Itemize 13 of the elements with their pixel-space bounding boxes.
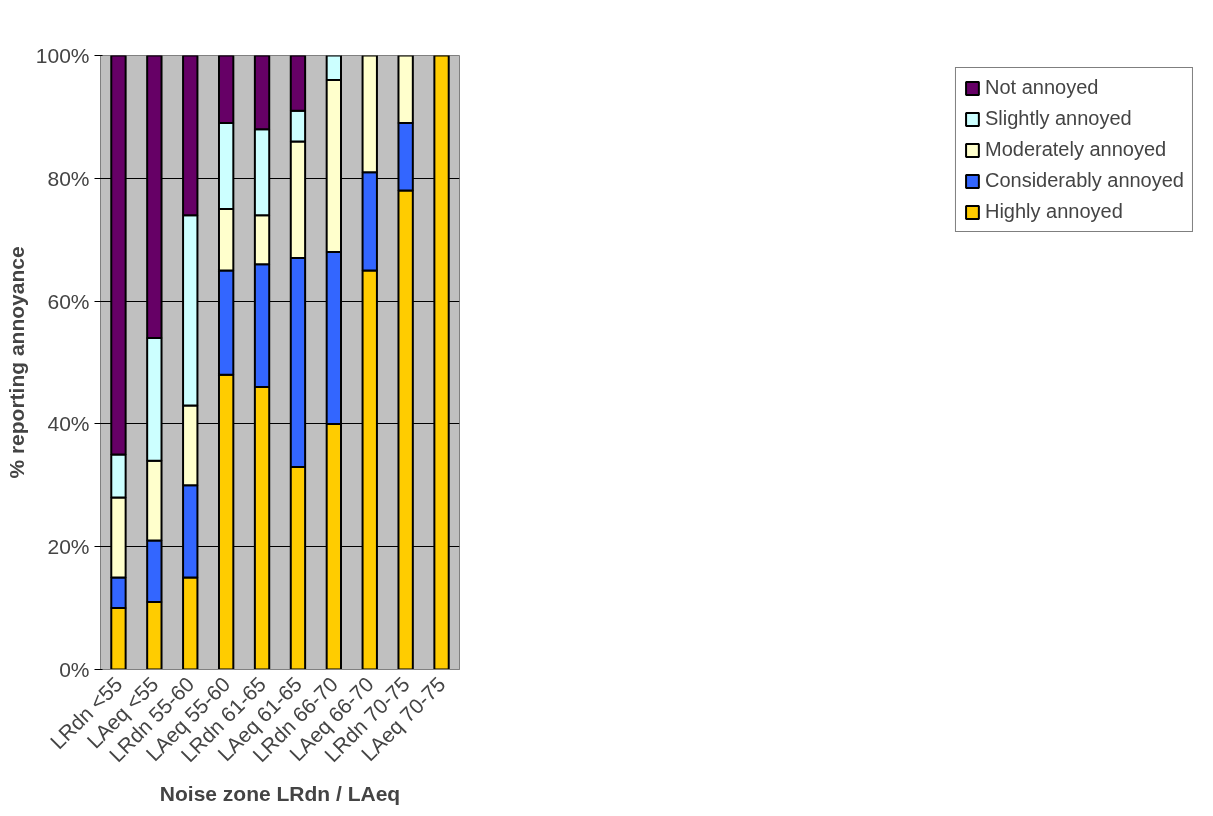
y-axis-title: % reporting annoyance [4,246,28,479]
y-tick-label: 80% [47,166,90,190]
y-tick-label: 0% [59,658,90,681]
legend-label: Slightly annoyed [984,107,1132,130]
y-tick-label: 100% [35,44,90,67]
x-axis-title: Noise zone LRdn / LAeq [159,782,401,806]
legend-label: Not annoyed [984,76,1099,99]
y-tick-label: 40% [47,412,90,436]
legend-label: Highly annoyed [984,200,1123,223]
legend-label: Considerably annoyed [984,169,1184,192]
y-tick-label: 20% [47,535,90,559]
y-tick-label: 60% [47,289,90,313]
legend-label: Moderately annoyed [984,138,1167,161]
